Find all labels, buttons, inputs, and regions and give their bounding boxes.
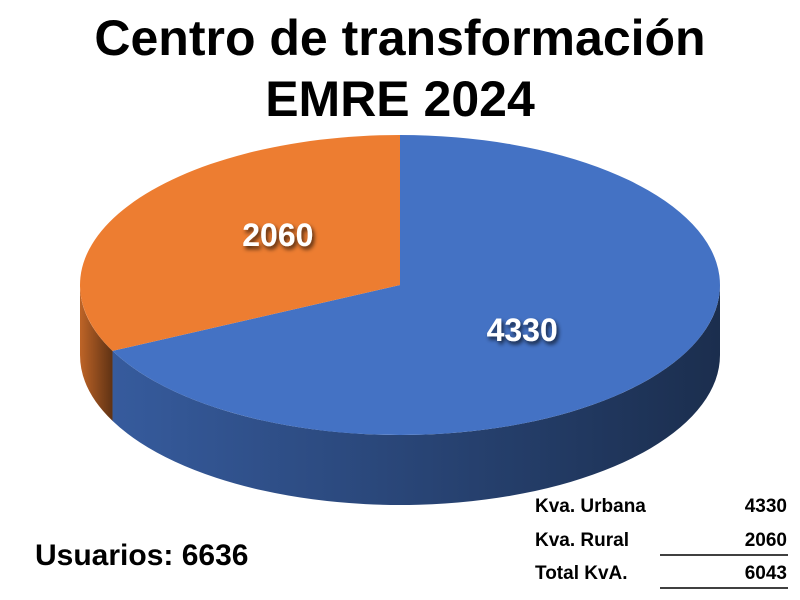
- table-label: Total KvA.: [535, 563, 628, 584]
- slice: [112, 135, 720, 436]
- chart-subtitle: EMRE 2024: [265, 71, 535, 127]
- table-value: 4330: [745, 496, 787, 517]
- table-label: Kva. Urbana: [535, 496, 646, 517]
- data-label: 2060: [242, 217, 313, 253]
- table-value: 2060: [745, 530, 787, 551]
- slice-side: [112, 285, 720, 505]
- chart-title: Centro de transformación: [94, 10, 705, 66]
- data-labels: 4330 2060: [242, 217, 558, 348]
- pie: [79, 135, 720, 505]
- data-label: 4330: [487, 312, 558, 348]
- annotation: Usuarios: 6636: [35, 539, 248, 572]
- table-value: 6043: [745, 563, 787, 584]
- slice: [79, 135, 400, 351]
- slice-side: [80, 285, 113, 421]
- table-label: Kva. Rural: [535, 530, 629, 551]
